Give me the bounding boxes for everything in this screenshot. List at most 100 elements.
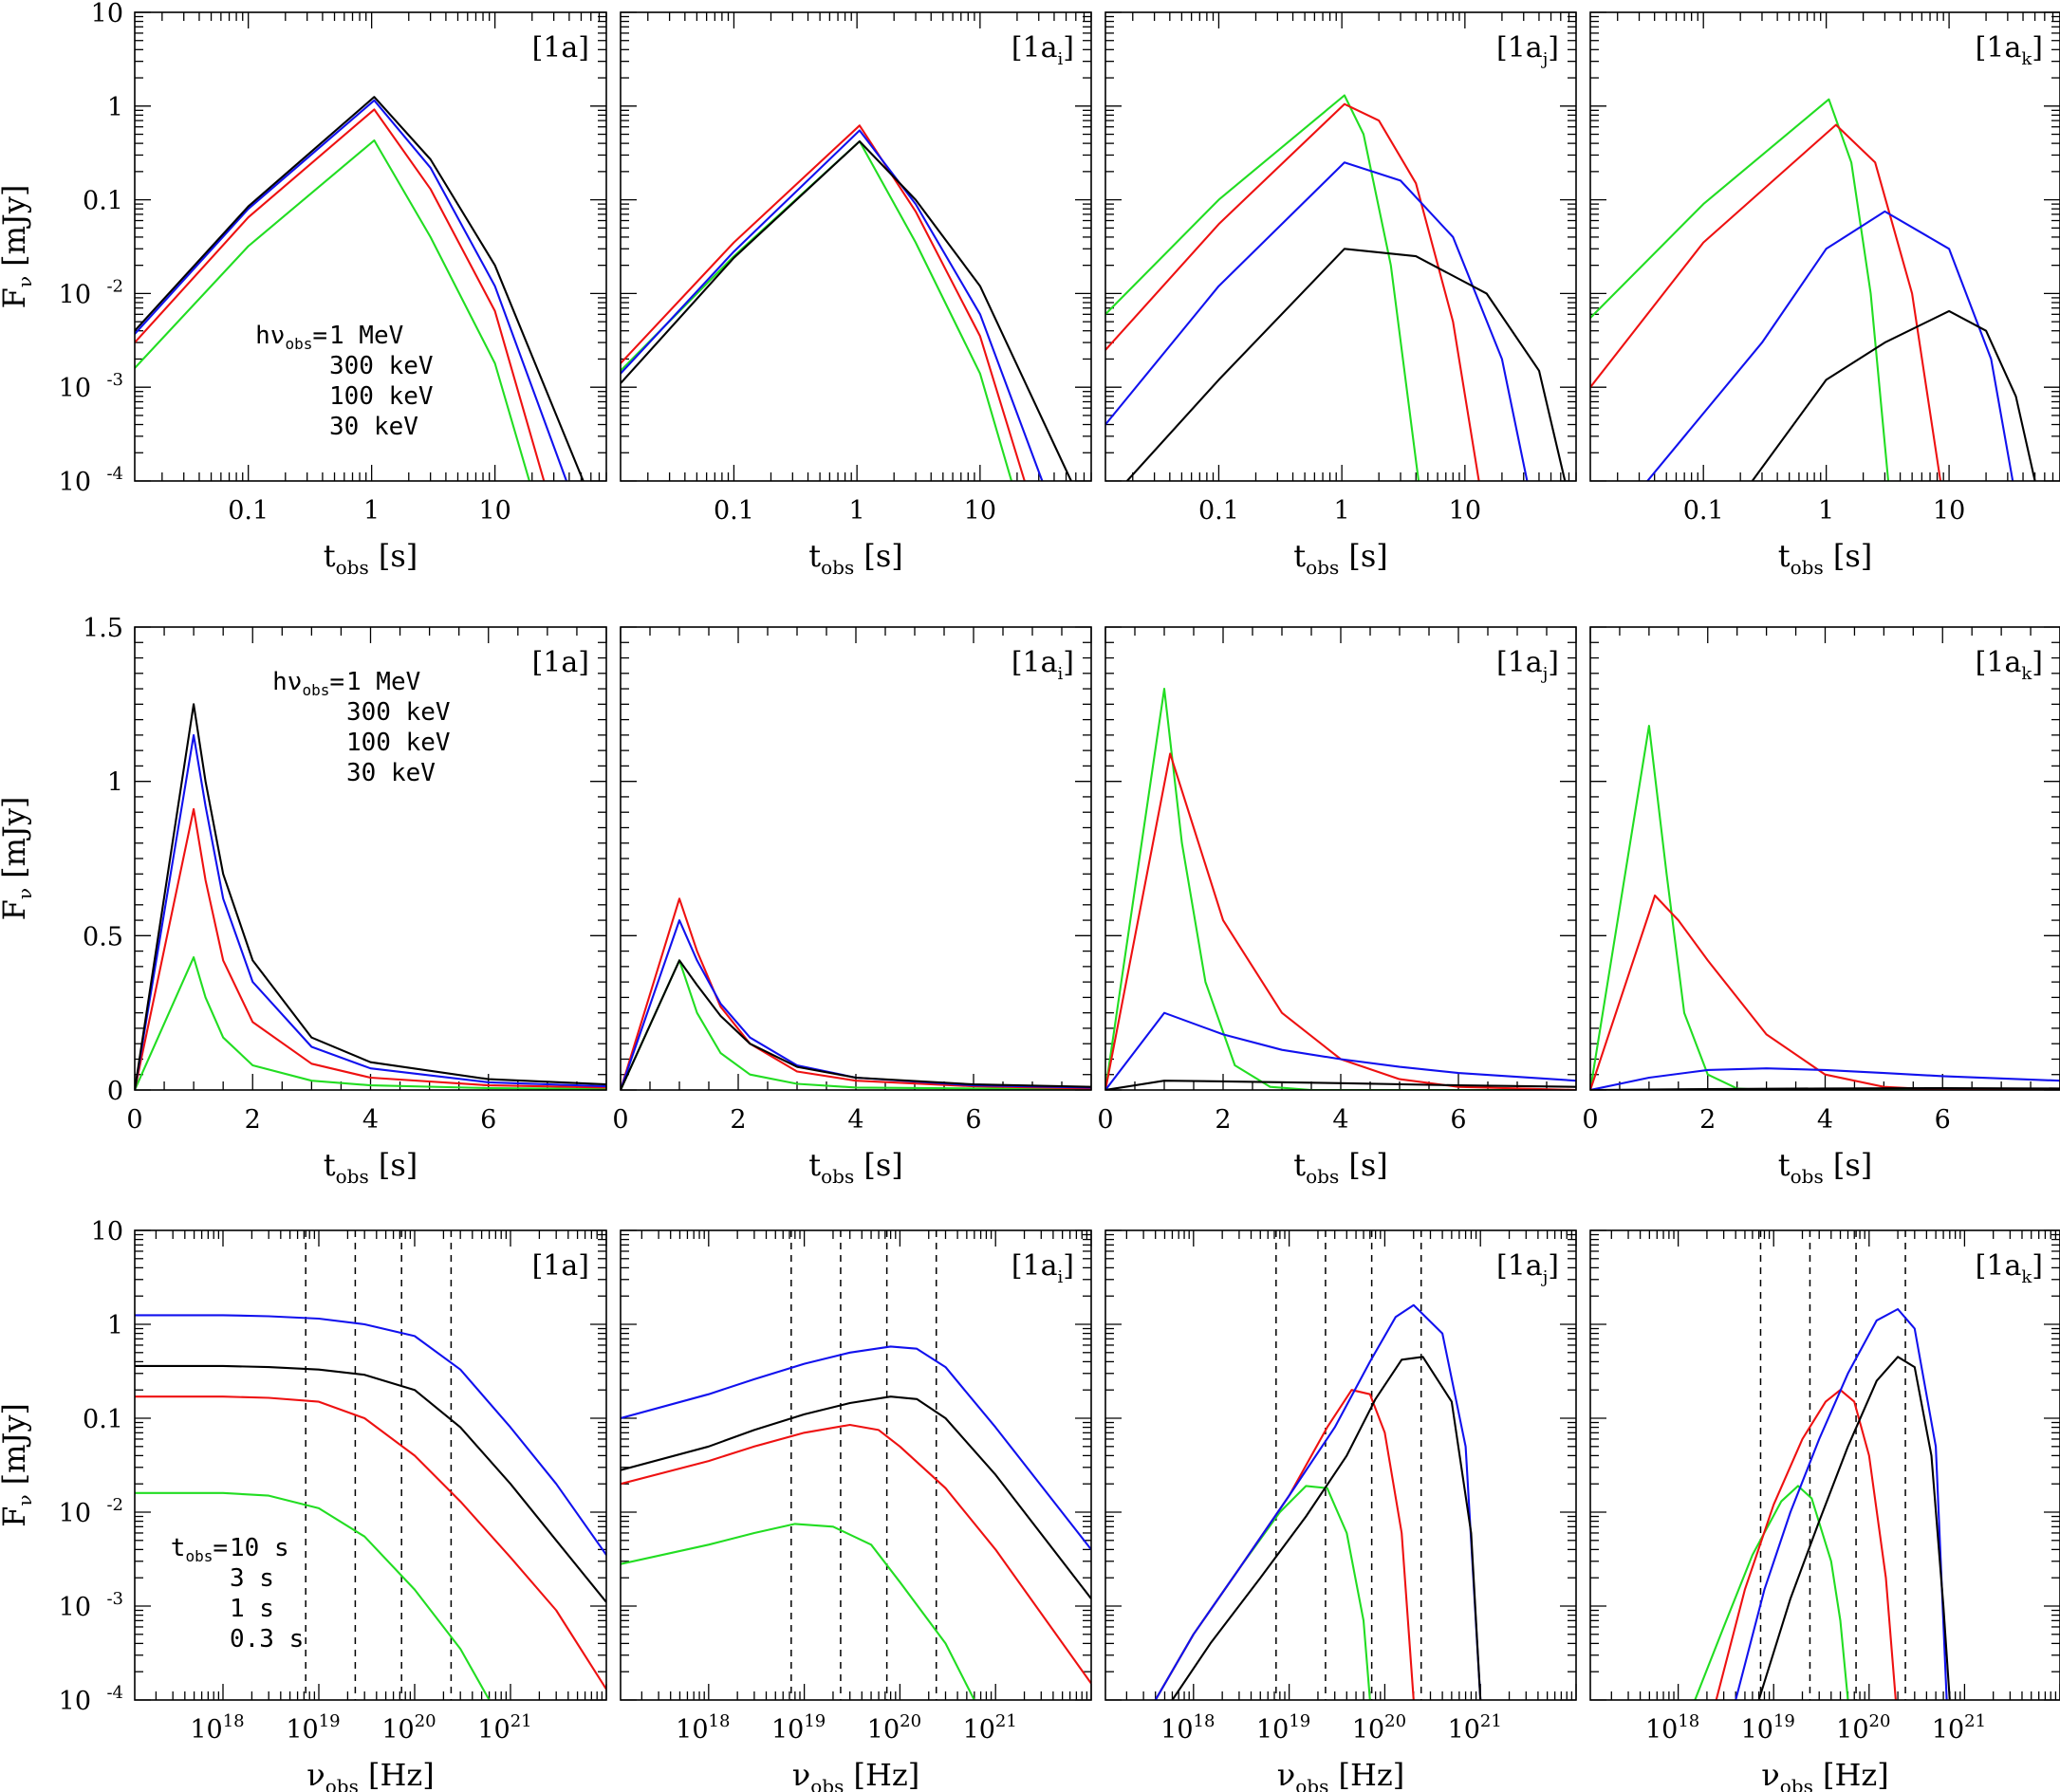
- panel-r2c2: [1ai] 0 2 4 6 tobs [s]: [612, 626, 1092, 1188]
- series-line-300-kev: [1105, 752, 1576, 1090]
- legend-entry: 100 keV: [329, 382, 434, 411]
- series-line-1-mev: [1105, 688, 1576, 1090]
- series-line-1-mev: [1105, 94, 1420, 481]
- panel-label: [1a]: [532, 646, 589, 679]
- y-tick-labels: 10 1 0.1 10-2 10-3 10-4: [59, 0, 123, 497]
- y-tick-label: 10: [91, 1217, 123, 1247]
- panel-label: [1ai]: [1011, 1249, 1074, 1287]
- x-tick-label: 0: [1582, 1105, 1598, 1135]
- legend-prefix: hνobs=: [272, 668, 344, 699]
- y-tick-label: 1: [107, 768, 123, 798]
- series-line-10-s: [1694, 1485, 1849, 1700]
- series-line-0-3-s: [1757, 1356, 1951, 1700]
- y-tick-label: 10 -4: [59, 464, 123, 497]
- x-tick-label: 4: [847, 1105, 863, 1135]
- panel-label: [1ai]: [1011, 31, 1074, 69]
- series-group: [1590, 725, 2060, 1090]
- panel-label: [1aj]: [1496, 31, 1559, 69]
- legend: tobs= 10 s3 s1 s0.3 s: [171, 1534, 305, 1653]
- legend-entry: 3 s: [230, 1564, 274, 1593]
- series-line-1-mev: [621, 139, 1013, 481]
- series-group: [1105, 94, 1567, 481]
- plot-frame: [1104, 1229, 1577, 1701]
- plot-frame: [134, 1229, 607, 1701]
- series-line-1-mev: [135, 139, 530, 481]
- legend-entry: 0.3 s: [230, 1625, 304, 1653]
- series-group: [621, 1345, 1091, 1700]
- axis-ticks: [1104, 626, 1577, 1091]
- x-tick-label: 0: [126, 1105, 142, 1135]
- series-line-3-s: [135, 1395, 606, 1690]
- x-tick-label: 1019: [771, 1711, 826, 1745]
- series-line-1-s: [135, 1314, 606, 1556]
- x-axis-label: tobs [s]: [1293, 538, 1388, 579]
- series-line-30-kev: [1751, 309, 2036, 481]
- x-tick-labels: 0 2 4 6: [126, 1105, 496, 1135]
- x-tick-label: 1: [1334, 496, 1350, 526]
- series-line-300-kev: [1590, 894, 2060, 1090]
- x-axis-label: νobs [Hz]: [792, 1757, 919, 1792]
- y-tick-label: 0: [107, 1077, 123, 1106]
- legend-prefix: tobs=: [171, 1534, 228, 1565]
- reference-lines: [305, 1230, 453, 1700]
- panel-label: [1aj]: [1496, 1249, 1559, 1287]
- panel-r1c3: [1aj] 0.1 1 10 tobs [s]: [1104, 11, 1577, 579]
- panel-r1c1: [1a] 0.1 1 10 10 1 0.1 10-2 10-3 10-4 Fν [mJy] tobs…: [0, 0, 607, 579]
- plot-frame: [1589, 626, 2060, 1091]
- x-tick-label: 1020: [381, 1711, 436, 1745]
- x-tick-label: 4: [1817, 1105, 1833, 1135]
- x-axis-label: νobs [Hz]: [306, 1757, 434, 1792]
- panel-label: [1ak]: [1976, 31, 2043, 69]
- panel-label: [1ak]: [1976, 646, 2043, 684]
- series-group: [135, 96, 585, 481]
- series-group: [1105, 688, 1576, 1090]
- series-line-1-s: [621, 1345, 1091, 1551]
- x-tick-label: 1018: [190, 1711, 244, 1745]
- reference-lines: [1759, 1230, 1906, 1700]
- series-line-1-mev: [1590, 725, 2060, 1090]
- series-group: [1694, 1307, 1951, 1700]
- axis-ticks: [134, 626, 607, 1091]
- y-tick-label: 1.5: [83, 614, 123, 643]
- series-line-100-kev: [1590, 1067, 2060, 1090]
- plot-frame: [620, 626, 1092, 1091]
- y-tick-label: 1: [107, 93, 123, 122]
- reference-lines: [1275, 1230, 1422, 1700]
- axis-ticks: [1105, 1229, 1577, 1701]
- legend-entry: 300 keV: [329, 352, 434, 380]
- x-tick-label: 2: [1699, 1105, 1716, 1135]
- x-axis-label: νobs [Hz]: [1277, 1757, 1404, 1792]
- x-axis-label: tobs [s]: [808, 1147, 903, 1188]
- x-axis-label: tobs [s]: [324, 538, 418, 579]
- plot-frame: [134, 11, 607, 482]
- series-line-30-kev: [135, 96, 585, 481]
- x-tick-label: 0: [612, 1105, 628, 1135]
- x-tick-labels: 1018 1019 1020 1021: [190, 1711, 531, 1745]
- series-line-3-s: [1715, 1389, 1897, 1700]
- y-tick-label: 10 -2: [59, 1495, 123, 1528]
- x-tick-label: 0.1: [1198, 496, 1239, 526]
- x-tick-label: 6: [1450, 1105, 1466, 1135]
- panel-r3c2: [1ai] 1018 1019 1020 1021 νobs [Hz]: [620, 1229, 1092, 1792]
- x-tick-labels: 0.1 1 10: [228, 496, 511, 526]
- axis-ticks: [1589, 626, 2060, 1091]
- series-line-3-s: [621, 1423, 1091, 1685]
- legend-entry: 300 keV: [346, 698, 451, 727]
- panel-label: [1a]: [532, 1249, 589, 1283]
- series-group: [135, 703, 606, 1090]
- series-line-1-mev: [621, 959, 1091, 1090]
- panel-label: [1a]: [532, 31, 589, 65]
- legend-entry: 1 MeV: [346, 668, 420, 696]
- x-tick-labels: 1018 1019 1020 1021: [1160, 1711, 1502, 1745]
- panel-r3c4: [1ak] 1018 1019 1020 1021 νobs [Hz]: [1589, 1229, 2060, 1792]
- panel-r3c3: [1aj] 1018 1019 1020 1021 νobs [Hz]: [1104, 1229, 1577, 1792]
- y-tick-label: 10 -3: [59, 370, 123, 403]
- x-tick-label: 1020: [1836, 1711, 1890, 1745]
- legend-entry: 1 s: [230, 1595, 274, 1623]
- axis-ticks: [1590, 11, 2060, 482]
- x-axis-label: tobs [s]: [1293, 1147, 1388, 1188]
- legend-entry: 30 keV: [346, 759, 436, 787]
- legend-entry: 30 keV: [329, 413, 418, 441]
- x-tick-label: 0.1: [1683, 496, 1724, 526]
